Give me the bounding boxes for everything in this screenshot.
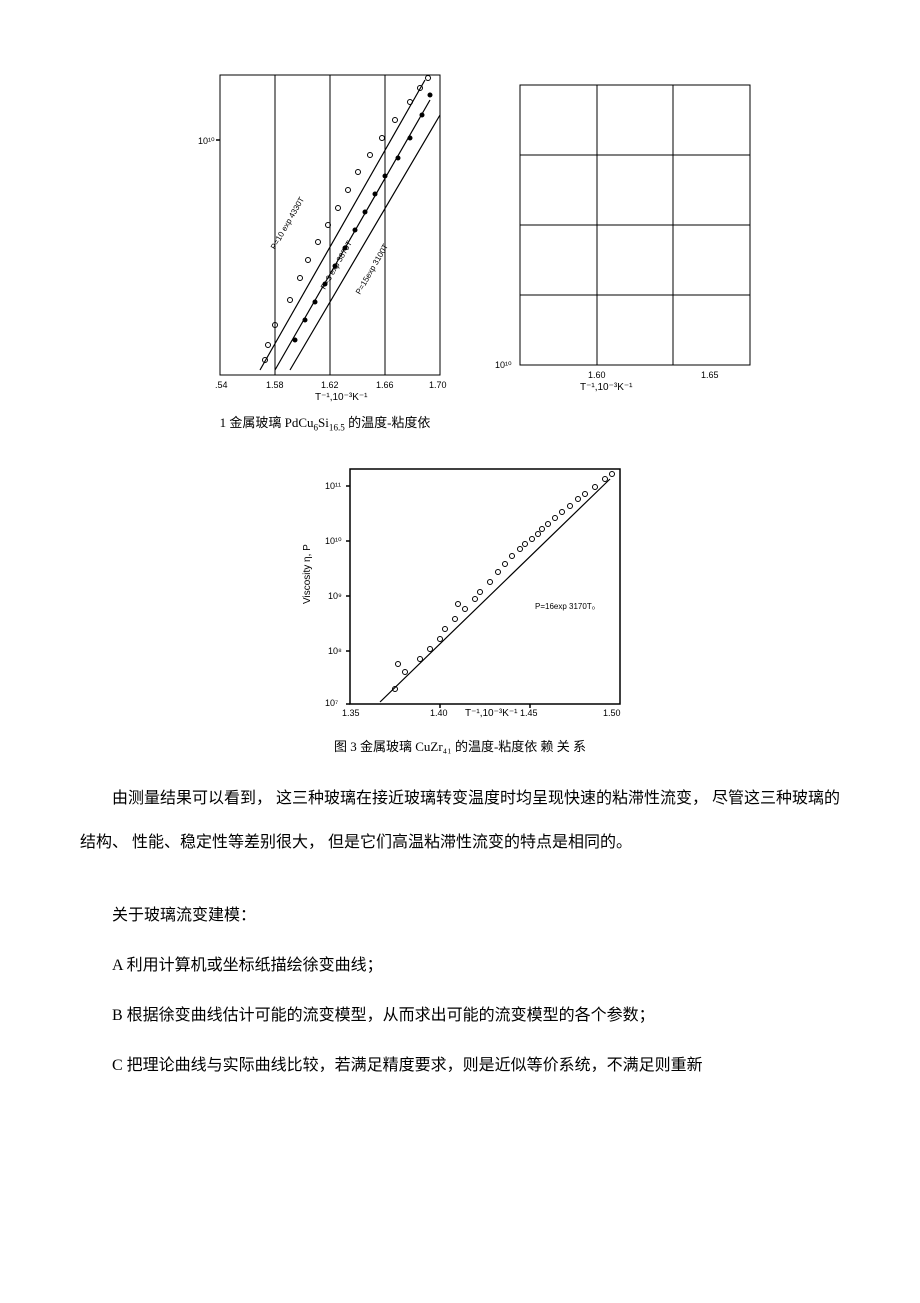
chart3-ytick4: 10¹¹: [325, 481, 341, 491]
list-item-a: A 利用计算机或坐标纸描绘徐变曲线；: [80, 946, 840, 986]
chart3-xtick3: 1.50: [603, 708, 621, 718]
chart3-ytick3: 10¹⁰: [325, 536, 342, 546]
chart1-cap-prefix: 1 金属玻璃 PdCu: [220, 415, 314, 430]
chart3-xtick1: 1.40: [430, 708, 448, 718]
chart3-xtick0: 1.35: [342, 708, 360, 718]
chart1-caption: 1 金属玻璃 PdCu6Si16.5 的温度-粘度依: [220, 414, 431, 434]
chart3-ytick0: 10⁷: [325, 698, 338, 708]
chart3-ytick1: 10⁸: [328, 646, 342, 656]
list-item-b: B 根据徐变曲线估计可能的流变模型，从而求出可能的流变模型的各个参数；: [80, 996, 840, 1036]
chart1-xtick4: 1.70: [429, 380, 447, 390]
chart3-container: 10⁷ 10⁸ 10⁹ 10¹⁰ 10¹¹ 1.35 1.40 1.45 1.5…: [280, 454, 640, 756]
chart2-container: 10¹⁰ 1.60 1.65 T⁻¹,10⁻³K⁻¹: [480, 60, 760, 434]
chart1-xtick1: 1.58: [266, 380, 284, 390]
chart3-svg: 10⁷ 10⁸ 10⁹ 10¹⁰ 10¹¹ 1.35 1.40 1.45 1.5…: [280, 454, 640, 734]
chart1-cap-sub2: 16.5: [329, 423, 345, 433]
chart3-xlabel: T⁻¹,10⁻³K⁻¹: [465, 708, 518, 719]
chart1-xtick2: 1.62: [321, 380, 339, 390]
chart1-annot1: P=3 exp 3870T: [319, 239, 354, 291]
chart1-cap-mid: Si: [318, 415, 329, 430]
chart2-xtick2: 1.65: [701, 370, 719, 380]
list-item-c: C 把理论曲线与实际曲线比较，若满足精度要求，则是近似等价系统，不满足则重新: [80, 1046, 840, 1086]
paragraph-1: 由测量结果可以看到， 这三种玻璃在接近玻璃转变温度时均呈现快速的粘滞性流变， 尽…: [80, 777, 840, 867]
chart3-annot: P=16exp 3170T₀: [535, 602, 595, 611]
chart2-xlabel: T⁻¹,10⁻³K⁻¹: [580, 382, 633, 393]
chart2-xtick: 1.60: [588, 370, 606, 380]
chart2-ytick: 10¹⁰: [495, 360, 512, 370]
chart1-container: 10¹⁰ .54 1.58 1.62 1.66 1.70 T⁻¹,10⁻³K⁻¹: [160, 60, 460, 434]
chart1-xtick3: 1.66: [376, 380, 394, 390]
chart1-ytick: 10¹⁰: [198, 136, 215, 146]
chart2-svg: 10¹⁰ 1.60 1.65 T⁻¹,10⁻³K⁻¹: [480, 60, 760, 410]
chart3-ytick2: 10⁹: [328, 591, 342, 601]
chart1-xtick0: .54: [215, 380, 228, 390]
chart1-svg: 10¹⁰ .54 1.58 1.62 1.66 1.70 T⁻¹,10⁻³K⁻¹: [160, 60, 460, 410]
chart3-ylabel: Viscosity η, P: [302, 544, 313, 604]
chart1-xlabel: T⁻¹,10⁻³K⁻¹: [315, 392, 368, 403]
chart1-cap-suffix: 的温度-粘度依: [345, 415, 431, 430]
section-label: 关于玻璃流变建模：: [80, 896, 840, 936]
chart3-caption: 图 3 金属玻璃 CuZr₄₁ 的温度-粘度依 赖 关 系: [334, 738, 586, 756]
charts-row-top: 10¹⁰ .54 1.58 1.62 1.66 1.70 T⁻¹,10⁻³K⁻¹: [80, 60, 840, 434]
chart3-wrapper: 10⁷ 10⁸ 10⁹ 10¹⁰ 10¹¹ 1.35 1.40 1.45 1.5…: [80, 454, 840, 756]
chart3-xtick2: 1.45: [520, 708, 538, 718]
